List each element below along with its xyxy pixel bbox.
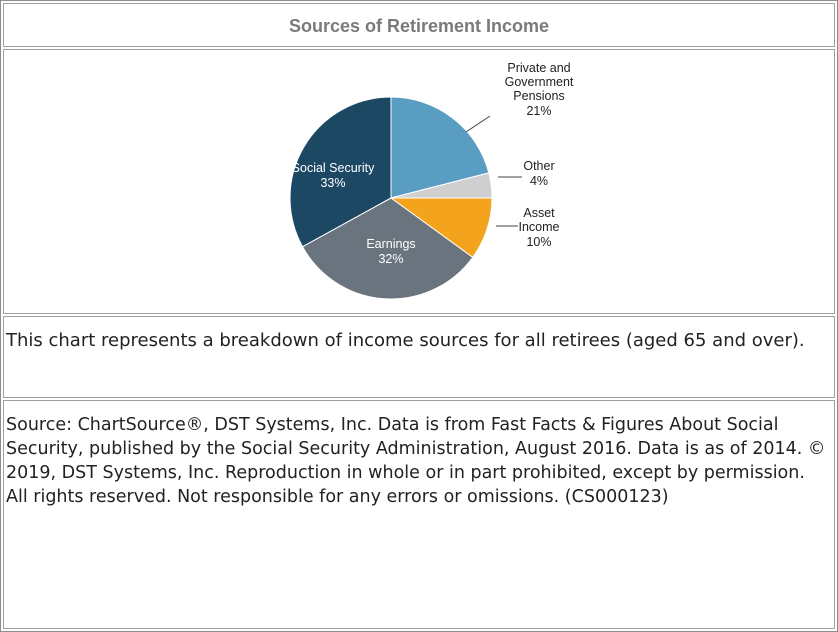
pie-slice <box>390 96 490 199</box>
label-line: Government <box>505 75 574 89</box>
value-label: 10% <box>526 235 551 249</box>
source-note: Source: ChartSource®, DST Systems, Inc. … <box>3 400 835 629</box>
label-line: Earnings <box>366 237 415 251</box>
pie-slice <box>289 96 392 248</box>
value-label: 32% <box>378 252 403 266</box>
slice-label: Other <box>523 159 554 173</box>
label-line: Asset <box>523 206 555 220</box>
caption: This chart represents a breakdown of inc… <box>3 316 835 398</box>
leader-line <box>465 115 491 133</box>
label-line: Pensions <box>513 89 564 103</box>
slice-label: Social Security <box>292 161 375 175</box>
label-line: Private and <box>507 61 570 75</box>
label-line: Income <box>519 220 560 234</box>
value-label: 33% <box>320 176 345 190</box>
label-line: Social Security <box>292 161 375 175</box>
slice-label: Private and Government Pensions <box>505 61 574 103</box>
chart-cell: Private and Government Pensions 21% Other 4% A… <box>3 49 835 314</box>
slice-label: Earnings <box>366 237 415 251</box>
chart-title: Sources of Retirement Income <box>3 3 835 47</box>
pie-slice <box>301 197 474 300</box>
value-label: 4% <box>530 174 548 188</box>
slice-label: Asset Income <box>519 206 560 234</box>
label-line: Other <box>523 159 554 173</box>
value-label: 21% <box>526 104 551 118</box>
